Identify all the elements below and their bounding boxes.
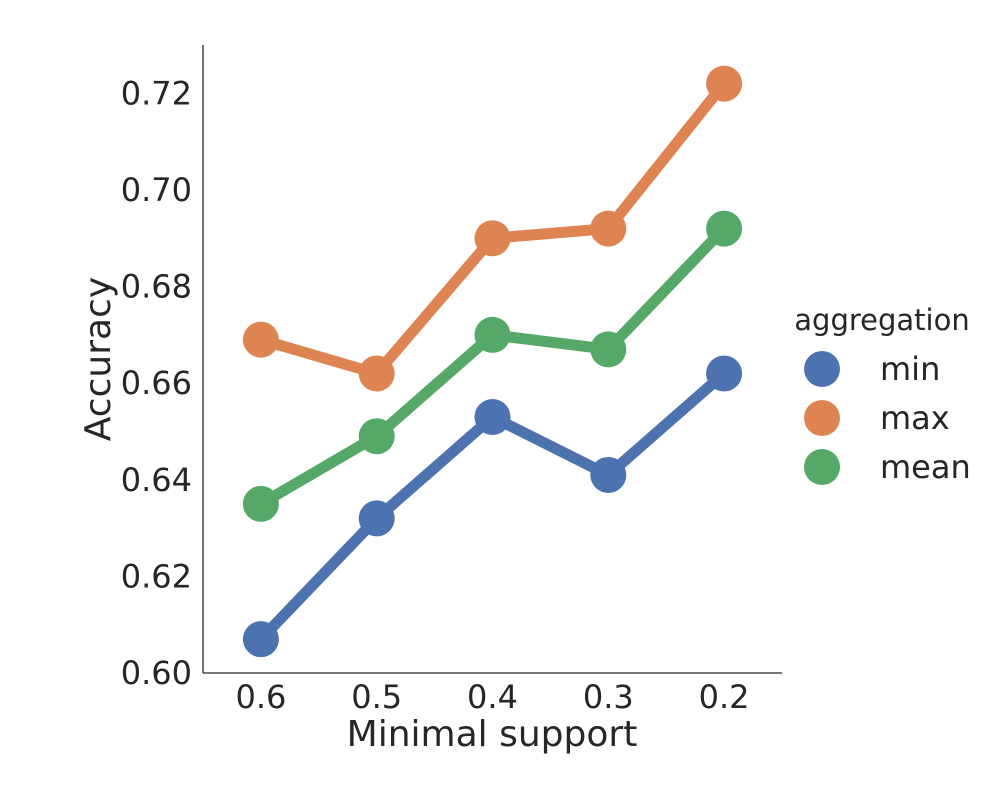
legend-marker xyxy=(804,449,840,485)
data-point-max xyxy=(474,220,511,257)
data-point-max xyxy=(358,355,395,392)
data-point-mean xyxy=(242,485,279,522)
x-tick-label: 0.3 xyxy=(583,678,634,716)
y-ticks: 0.60 0.62 0.64 0.66 0.68 0.70 0.72 xyxy=(121,74,192,692)
x-axis-label: Minimal support xyxy=(347,714,638,755)
y-axis-label: Accuracy xyxy=(78,277,119,441)
legend-marker xyxy=(804,400,840,436)
data-point-max xyxy=(706,65,743,102)
legend-item-max: max xyxy=(804,399,950,437)
series-mean xyxy=(242,210,743,522)
y-tick-label: 0.72 xyxy=(121,74,192,112)
series-max xyxy=(242,65,743,392)
x-tick-label: 0.2 xyxy=(699,678,750,716)
y-tick-label: 0.60 xyxy=(121,654,192,692)
plot-area: 0.600.620.640.660.680.700.72 0.6 0.5 0.4 0.… xyxy=(121,45,782,716)
data-point-min xyxy=(706,355,743,392)
legend-label: max xyxy=(880,399,950,437)
x-ticks: 0.6 0.5 0.4 0.3 0.2 xyxy=(235,678,749,716)
y-tick-label: 0.68 xyxy=(121,268,192,306)
data-point-min xyxy=(358,500,395,537)
legend-marker xyxy=(804,351,840,387)
data-point-min xyxy=(590,456,627,493)
data-point-max xyxy=(242,321,279,358)
legend-label: min xyxy=(880,350,940,388)
legend-label: mean xyxy=(880,448,971,486)
x-tick-label: 0.6 xyxy=(235,678,286,716)
y-tick-label: 0.70 xyxy=(121,171,192,209)
data-point-mean xyxy=(358,418,395,455)
legend-item-min: min xyxy=(804,350,940,388)
x-tick-label: 0.4 xyxy=(467,678,518,716)
data-point-mean xyxy=(590,331,627,368)
data-point-mean xyxy=(474,316,511,353)
legend-title: aggregation xyxy=(794,303,969,337)
data-point-min xyxy=(242,621,279,658)
y-tick-label: 0.66 xyxy=(121,364,192,402)
y-tick-label: 0.64 xyxy=(121,461,192,499)
x-tick-label: 0.5 xyxy=(351,678,402,716)
legend: aggregation min max mean xyxy=(794,303,970,486)
series-line-mean xyxy=(255,223,730,510)
data-point-max xyxy=(590,210,627,247)
y-tick-label: 0.62 xyxy=(121,557,192,595)
legend-items: min max mean xyxy=(804,350,971,486)
data-point-min xyxy=(474,398,511,435)
data-point-mean xyxy=(706,210,743,247)
series-min xyxy=(242,355,743,658)
legend-item-mean: mean xyxy=(804,448,971,486)
series-layer xyxy=(242,65,743,658)
